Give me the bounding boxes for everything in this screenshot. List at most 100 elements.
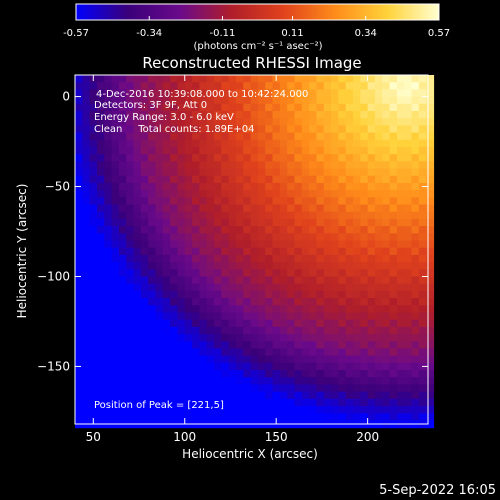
heatmap-cell [89,305,98,314]
heatmap-cell [272,240,281,249]
heatmap-cell [82,326,91,335]
heatmap-cell [382,197,391,206]
heatmap-cell [316,110,325,119]
heatmap-cell [118,226,127,234]
heatmap-cell [140,391,149,400]
heatmap-cell [338,146,347,155]
heatmap-cell [426,312,435,321]
heatmap-cell [133,211,142,220]
heatmap-cell [133,348,142,357]
heatmap-cell [382,413,391,422]
heatmap-cell [353,103,361,112]
heatmap-cell [243,262,252,270]
heatmap-cell [426,262,435,270]
heatmap-cell [382,341,391,350]
heatmap-cell [214,110,222,119]
heatmap-cell [294,305,303,314]
heatmap-cell [75,118,83,126]
heatmap-cell [360,254,369,263]
heatmap-cell [294,348,303,357]
heatmap-cell [148,89,157,98]
heatmap-cell [228,204,237,213]
heatmap-cell [199,175,208,184]
heatmap-cell [111,190,120,198]
heatmap-cell [162,276,171,285]
heatmap-cell [265,262,274,270]
heatmap-cell [155,89,164,98]
heatmap-cell [404,254,413,263]
heatmap-cell [235,154,244,162]
heatmap-cell [301,154,310,162]
heatmap-cell [287,89,296,98]
heatmap-cell [404,175,413,184]
heatmap-cell [272,305,281,314]
heatmap-cell [279,82,288,90]
heatmap-cell [133,175,142,184]
heatmap-cell [75,132,83,141]
heatmap-cell [243,211,252,220]
heatmap-cell [192,132,200,141]
heatmap-cell [345,355,354,364]
heatmap-cell [118,190,127,198]
heatmap-cell [170,254,179,263]
heatmap-cell [199,305,208,314]
heatmap-cell [214,226,222,234]
heatmap-cell [331,175,339,184]
heatmap-cell [221,413,230,422]
heatmap-cell [243,182,252,191]
heatmap-cell [316,276,325,285]
heatmap-cell [206,197,215,206]
heatmap-cell [250,398,259,407]
heatmap-cell [206,384,215,393]
heatmap-cell [96,82,105,90]
heatmap-cell [323,161,332,170]
heatmap-cell [118,391,127,400]
heatmap-cell [184,82,193,90]
heatmap-cell [221,218,230,227]
heatmap-cell [389,96,398,105]
heatmap-cell [250,406,259,414]
heatmap-cell [206,139,215,148]
heatmap-cell [279,283,288,292]
heatmap-cell [374,341,383,350]
heatmap-cell [184,334,193,342]
heatmap-cell [118,290,127,299]
heatmap-cell [235,125,244,134]
heatmap-cell [331,154,339,162]
heatmap-cell [89,175,98,184]
heatmap-cell [272,269,281,278]
heatmap-cell [118,276,127,285]
heatmap-cell [199,362,208,371]
heatmap-cell [316,384,325,393]
heatmap-cell [148,298,157,306]
heatmap-cell [250,269,259,278]
heatmap-cell [272,96,281,105]
heatmap-cell [338,218,347,227]
heatmap-cell [221,204,230,213]
heatmap-cell [338,348,347,357]
heatmap-cell [279,226,288,234]
heatmap-cell [323,204,332,213]
heatmap-cell [316,103,325,112]
heatmap-cell [133,240,142,249]
heatmap-cell [353,269,361,278]
heatmap-cell [287,240,296,249]
heatmap-cell [323,348,332,357]
heatmap-cell [272,89,281,98]
heatmap-cell [257,197,266,206]
heatmap-cell [148,406,157,414]
heatmap-cell [257,370,266,378]
heatmap-cell [316,132,325,141]
heatmap-cell [162,398,171,407]
heatmap-cell [170,218,179,227]
heatmap-cell [411,341,420,350]
heatmap-cell [75,398,83,407]
heatmap-cell [396,226,405,234]
heatmap-cell [389,391,398,400]
heatmap-cell [140,283,149,292]
heatmap-cell [309,132,318,141]
heatmap-cell [389,233,398,242]
heatmap-cell [192,240,200,249]
heatmap-cell [170,312,179,321]
heatmap-cell [404,190,413,198]
